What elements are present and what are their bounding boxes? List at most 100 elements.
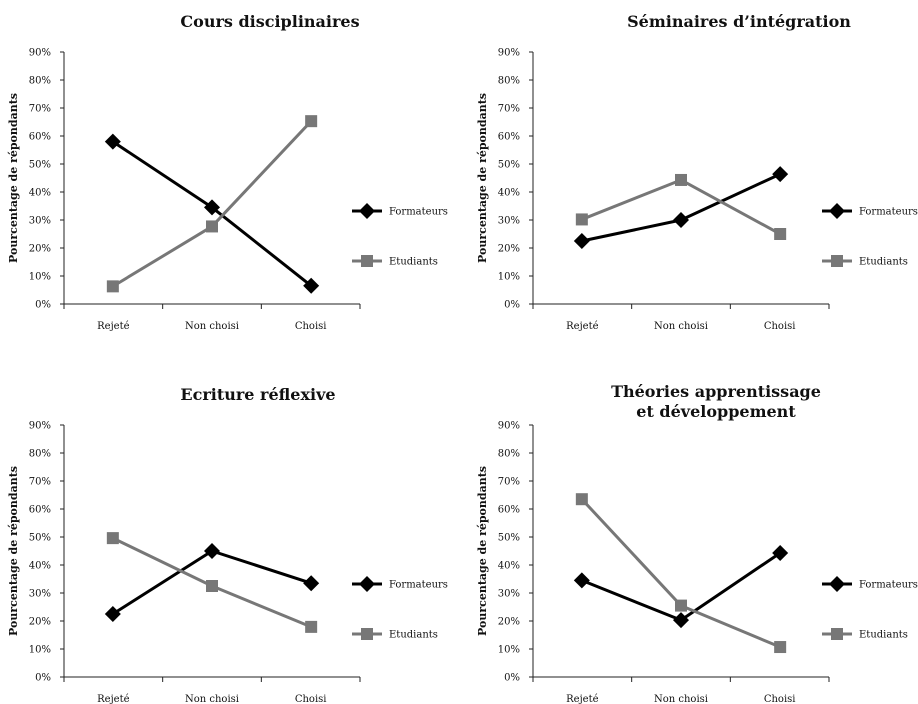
y-tick-label: 10% xyxy=(498,645,520,656)
x-tick-label: Choisi xyxy=(764,694,796,704)
y-tick-label: 40% xyxy=(29,188,51,199)
legend-label: Etudiants xyxy=(389,257,438,268)
legend-marker-square xyxy=(831,628,843,640)
x-tick-label: Non choisi xyxy=(654,321,708,332)
data-point-formateurs xyxy=(303,575,320,592)
y-tick-label: 70% xyxy=(29,104,51,115)
legend-label: Formateurs xyxy=(389,207,448,218)
data-point-etudiants xyxy=(206,580,218,592)
data-point-etudiants xyxy=(206,220,218,233)
legend-label: Formateurs xyxy=(389,580,448,591)
legend-marker-square xyxy=(361,255,373,267)
legend-marker-diamond xyxy=(359,203,375,219)
y-tick-label: 10% xyxy=(29,645,51,656)
y-tick-label: 30% xyxy=(29,216,51,227)
data-point-etudiants xyxy=(305,620,318,633)
y-tick-label: 40% xyxy=(29,561,51,572)
chart-title: Ecriture réflexive xyxy=(180,385,335,404)
legend-label: Formateurs xyxy=(859,207,918,218)
data-point-etudiants xyxy=(774,641,787,654)
y-tick-label: 10% xyxy=(29,272,51,283)
y-tick-label: 80% xyxy=(498,76,520,87)
y-tick-label: 20% xyxy=(29,617,51,628)
x-tick-label: Non choisi xyxy=(185,694,239,704)
legend-marker-square xyxy=(361,628,373,640)
chart-2: Séminaires d’intégration Pourcentage de r… xyxy=(476,12,918,332)
data-point-etudiants xyxy=(675,173,687,186)
data-point-etudiants xyxy=(774,228,787,240)
y-tick-label: 0% xyxy=(504,673,520,684)
chart-title: Séminaires d’intégration xyxy=(627,12,851,31)
x-tick-label: Choisi xyxy=(764,321,796,332)
y-tick-label: 70% xyxy=(498,104,520,115)
legend: Formateurs Etudiants xyxy=(822,203,918,268)
x-tick-label: Non choisi xyxy=(654,694,708,704)
y-tick-label: 70% xyxy=(29,477,51,488)
y-tick-label: 0% xyxy=(504,300,520,311)
data-point-etudiants xyxy=(106,280,119,293)
legend-marker-square xyxy=(831,255,843,267)
legend-label: Etudiants xyxy=(859,257,908,268)
chart-title: Cours disciplinaires xyxy=(180,12,359,31)
y-tick-label: 70% xyxy=(498,477,520,488)
data-point-etudiants xyxy=(675,599,687,612)
x-tick-label: Rejeté xyxy=(566,321,598,332)
y-tick-label: 50% xyxy=(498,160,520,171)
y-tick-label: 80% xyxy=(498,449,520,460)
y-tick-label: 80% xyxy=(29,449,51,460)
data-point-formateurs xyxy=(573,233,590,249)
y-tick-label: 30% xyxy=(29,589,51,600)
legend: Formateurs Etudiants xyxy=(352,203,448,268)
y-tick-label: 0% xyxy=(35,300,51,311)
data-point-formateurs xyxy=(204,543,220,559)
y-tick-label: 30% xyxy=(498,589,520,600)
data-point-formateurs xyxy=(104,133,121,150)
data-point-formateurs xyxy=(772,166,789,183)
y-tick-label: 20% xyxy=(498,617,520,628)
data-point-etudiants xyxy=(575,213,588,226)
legend-marker-diamond xyxy=(829,203,845,219)
chart-title: Théories apprentissage xyxy=(611,382,821,401)
y-tick-label: 80% xyxy=(29,76,51,87)
legend: Formateurs Etudiants xyxy=(352,576,448,641)
data-point-etudiants xyxy=(106,532,119,545)
legend-label: Formateurs xyxy=(859,580,918,591)
y-tick-label: 0% xyxy=(35,673,51,684)
y-axis-label: Pourcentage de répondants xyxy=(476,466,489,636)
x-tick-label: Choisi xyxy=(295,694,327,704)
legend-label: Etudiants xyxy=(859,630,908,641)
y-tick-label: 20% xyxy=(498,244,520,255)
x-tick-label: Non choisi xyxy=(185,321,239,332)
y-axis-label: Pourcentage de répondants xyxy=(476,93,489,263)
chart-1: Cours disciplinaires Pourcentage de répon… xyxy=(7,12,448,332)
legend-marker-diamond xyxy=(829,576,845,592)
chart-3: Ecriture réflexive Pourcentage de réponda… xyxy=(7,385,448,704)
y-tick-label: 20% xyxy=(29,244,51,255)
y-tick-label: 50% xyxy=(29,533,51,544)
y-tick-label: 40% xyxy=(498,188,520,199)
data-point-formateurs xyxy=(204,199,220,216)
y-tick-label: 10% xyxy=(498,272,520,283)
y-tick-label: 60% xyxy=(29,132,51,143)
x-tick-label: Choisi xyxy=(295,321,327,332)
y-tick-label: 60% xyxy=(498,132,520,143)
x-tick-label: Rejeté xyxy=(97,694,129,704)
legend: Formateurs Etudiants xyxy=(822,576,918,641)
data-point-formateurs xyxy=(772,544,789,561)
y-tick-label: 50% xyxy=(29,160,51,171)
x-tick-label: Rejeté xyxy=(97,321,129,332)
y-axis-label: Pourcentage de répondants xyxy=(7,93,20,263)
y-tick-label: 90% xyxy=(29,421,51,432)
y-tick-label: 40% xyxy=(498,561,520,572)
data-point-formateurs xyxy=(673,212,689,228)
y-tick-label: 90% xyxy=(498,48,520,59)
y-tick-label: 90% xyxy=(29,48,51,59)
y-tick-label: 50% xyxy=(498,533,520,544)
y-tick-label: 60% xyxy=(498,505,520,516)
data-point-etudiants xyxy=(575,493,588,506)
legend-marker-diamond xyxy=(359,576,375,592)
data-point-formateurs xyxy=(303,277,320,294)
y-axis-label: Pourcentage de répondants xyxy=(7,466,20,636)
data-point-formateurs xyxy=(573,572,590,589)
